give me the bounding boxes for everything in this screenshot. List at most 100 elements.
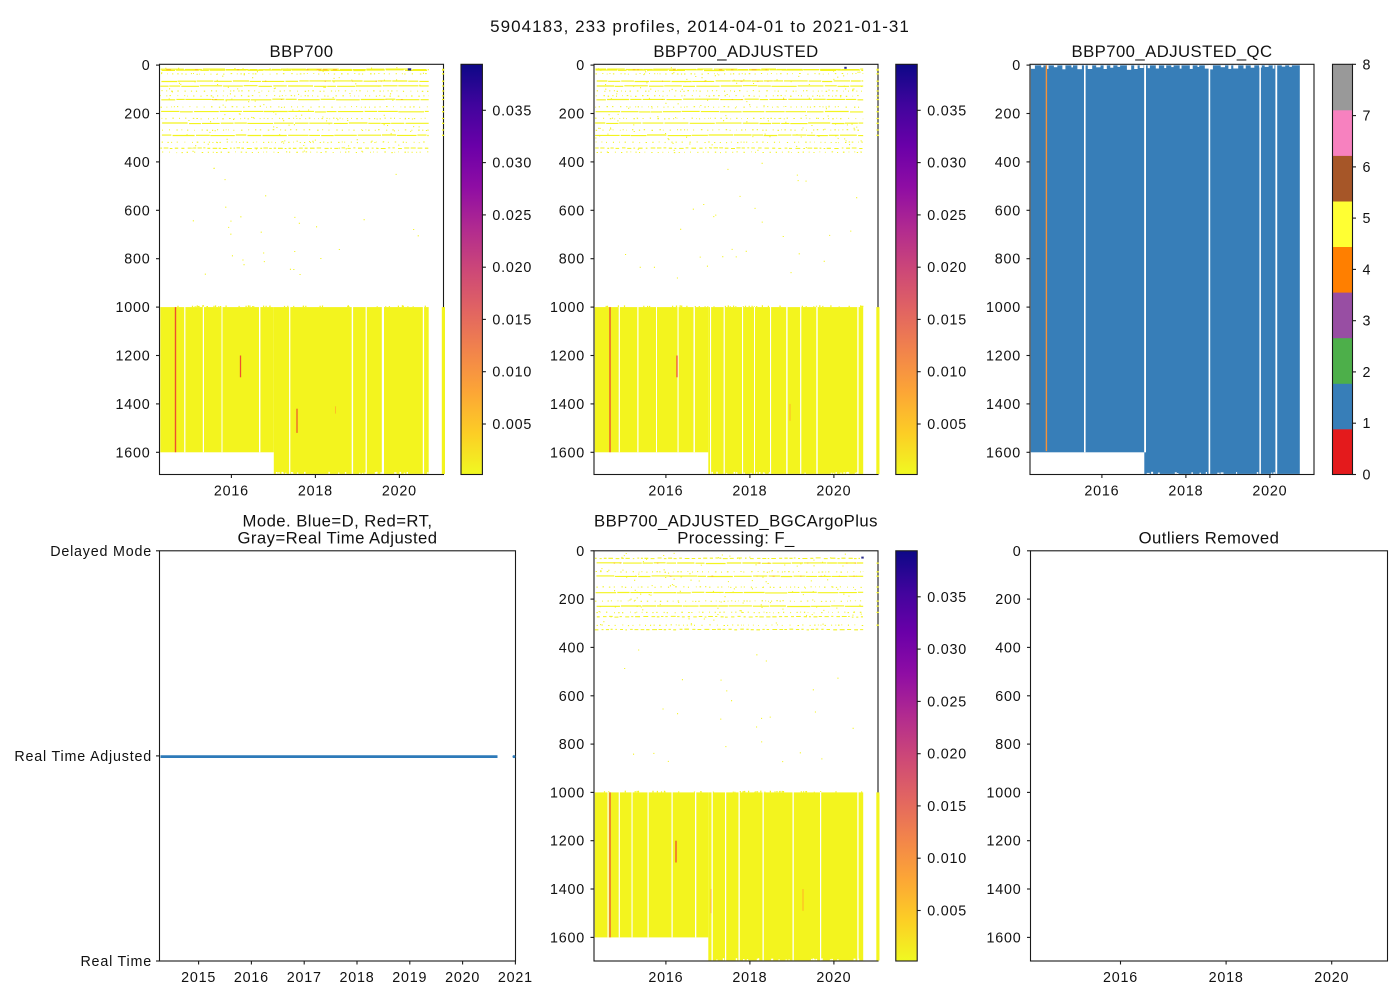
svg-text:2016: 2016 (1084, 484, 1119, 500)
svg-text:2020: 2020 (382, 484, 417, 500)
svg-text:1600: 1600 (986, 445, 1021, 461)
svg-text:1000: 1000 (986, 785, 1021, 801)
svg-text:7: 7 (1363, 109, 1372, 125)
svg-text:1600: 1600 (550, 445, 585, 461)
svg-text:1000: 1000 (115, 300, 150, 316)
svg-text:400: 400 (995, 640, 1021, 656)
svg-text:6: 6 (1363, 160, 1372, 176)
svg-text:2018: 2018 (1168, 484, 1203, 500)
svg-text:1200: 1200 (986, 349, 1021, 365)
svg-text:Mode. Blue=D, Red=RT,: Mode. Blue=D, Red=RT, (242, 512, 432, 531)
svg-text:0.025: 0.025 (927, 694, 967, 710)
svg-text:BBP700_ADJUSTED_BGCArgoPlus: BBP700_ADJUSTED_BGCArgoPlus (594, 512, 878, 531)
svg-text:400: 400 (559, 640, 585, 656)
svg-text:2018: 2018 (339, 970, 374, 986)
svg-text:0: 0 (576, 544, 585, 560)
svg-text:0.005: 0.005 (927, 904, 967, 920)
svg-text:Real Time: Real Time (80, 954, 152, 970)
svg-text:0: 0 (576, 58, 585, 74)
svg-text:5: 5 (1363, 211, 1372, 227)
svg-text:0.010: 0.010 (492, 365, 532, 381)
svg-text:2020: 2020 (1252, 484, 1287, 500)
svg-text:800: 800 (995, 252, 1021, 268)
svg-text:800: 800 (124, 252, 150, 268)
svg-text:200: 200 (124, 107, 150, 123)
svg-text:0.035: 0.035 (927, 103, 967, 119)
svg-text:600: 600 (559, 203, 585, 219)
svg-text:1400: 1400 (550, 882, 585, 898)
svg-text:1200: 1200 (550, 349, 585, 365)
svg-text:2018: 2018 (1209, 970, 1244, 986)
svg-text:Outliers Removed: Outliers Removed (1139, 529, 1280, 548)
svg-text:400: 400 (124, 155, 150, 171)
svg-text:1600: 1600 (986, 930, 1021, 946)
svg-text:Real Time Adjusted: Real Time Adjusted (14, 749, 152, 765)
svg-text:2019: 2019 (392, 970, 427, 986)
svg-text:2016: 2016 (648, 484, 683, 500)
svg-text:0.005: 0.005 (927, 417, 967, 433)
svg-text:0.020: 0.020 (492, 260, 532, 276)
svg-text:200: 200 (995, 107, 1021, 123)
svg-text:2016: 2016 (214, 484, 249, 500)
svg-text:0: 0 (142, 58, 151, 74)
svg-text:1400: 1400 (986, 882, 1021, 898)
svg-text:1200: 1200 (115, 349, 150, 365)
svg-text:2020: 2020 (1314, 970, 1349, 986)
svg-text:0.035: 0.035 (927, 590, 967, 606)
svg-text:1000: 1000 (550, 785, 585, 801)
svg-text:2018: 2018 (298, 484, 333, 500)
svg-text:1600: 1600 (550, 930, 585, 946)
svg-text:BBP700: BBP700 (270, 42, 334, 61)
svg-text:2021: 2021 (498, 970, 533, 986)
svg-text:0.025: 0.025 (927, 208, 967, 224)
svg-text:0.030: 0.030 (927, 156, 967, 172)
svg-text:200: 200 (559, 592, 585, 608)
svg-text:200: 200 (995, 592, 1021, 608)
svg-text:1600: 1600 (115, 445, 150, 461)
svg-text:0.030: 0.030 (492, 156, 532, 172)
svg-text:2020: 2020 (445, 970, 480, 986)
svg-text:2020: 2020 (816, 970, 851, 986)
svg-text:0.010: 0.010 (927, 851, 967, 867)
svg-text:0: 0 (1363, 468, 1372, 484)
svg-text:600: 600 (995, 203, 1021, 219)
svg-text:0.030: 0.030 (927, 642, 967, 658)
svg-text:0.010: 0.010 (927, 365, 967, 381)
svg-text:0: 0 (1012, 58, 1021, 74)
svg-text:2015: 2015 (181, 970, 216, 986)
svg-text:1200: 1200 (986, 834, 1021, 850)
svg-text:600: 600 (124, 203, 150, 219)
svg-text:1400: 1400 (115, 397, 150, 413)
svg-text:1000: 1000 (986, 300, 1021, 316)
svg-text:2020: 2020 (816, 484, 851, 500)
svg-text:1000: 1000 (550, 300, 585, 316)
svg-text:0.015: 0.015 (492, 312, 532, 328)
svg-text:1200: 1200 (550, 834, 585, 850)
svg-text:Gray=Real Time Adjusted: Gray=Real Time Adjusted (237, 529, 437, 548)
svg-text:2016: 2016 (234, 970, 269, 986)
svg-text:0.015: 0.015 (927, 799, 967, 815)
svg-text:3: 3 (1363, 314, 1372, 330)
svg-text:400: 400 (559, 155, 585, 171)
svg-text:0: 0 (1013, 544, 1022, 560)
svg-text:0.020: 0.020 (927, 747, 967, 763)
svg-text:8: 8 (1363, 57, 1372, 73)
svg-text:4: 4 (1363, 262, 1372, 278)
svg-text:BBP700_ADJUSTED_QC: BBP700_ADJUSTED_QC (1071, 42, 1272, 61)
svg-text:2016: 2016 (1103, 970, 1138, 986)
svg-text:600: 600 (559, 689, 585, 705)
svg-text:600: 600 (995, 689, 1021, 705)
svg-text:800: 800 (559, 252, 585, 268)
svg-text:800: 800 (559, 737, 585, 753)
svg-text:Delayed Mode: Delayed Mode (50, 544, 152, 560)
svg-text:2017: 2017 (287, 970, 322, 986)
svg-text:Processing: F_: Processing: F_ (677, 529, 795, 548)
svg-text:0.005: 0.005 (492, 417, 532, 433)
svg-text:800: 800 (995, 737, 1021, 753)
svg-text:400: 400 (995, 155, 1021, 171)
svg-text:1400: 1400 (986, 397, 1021, 413)
svg-text:2: 2 (1363, 365, 1372, 381)
svg-text:0.035: 0.035 (492, 103, 532, 119)
svg-text:2018: 2018 (732, 970, 767, 986)
svg-text:0.020: 0.020 (927, 260, 967, 276)
